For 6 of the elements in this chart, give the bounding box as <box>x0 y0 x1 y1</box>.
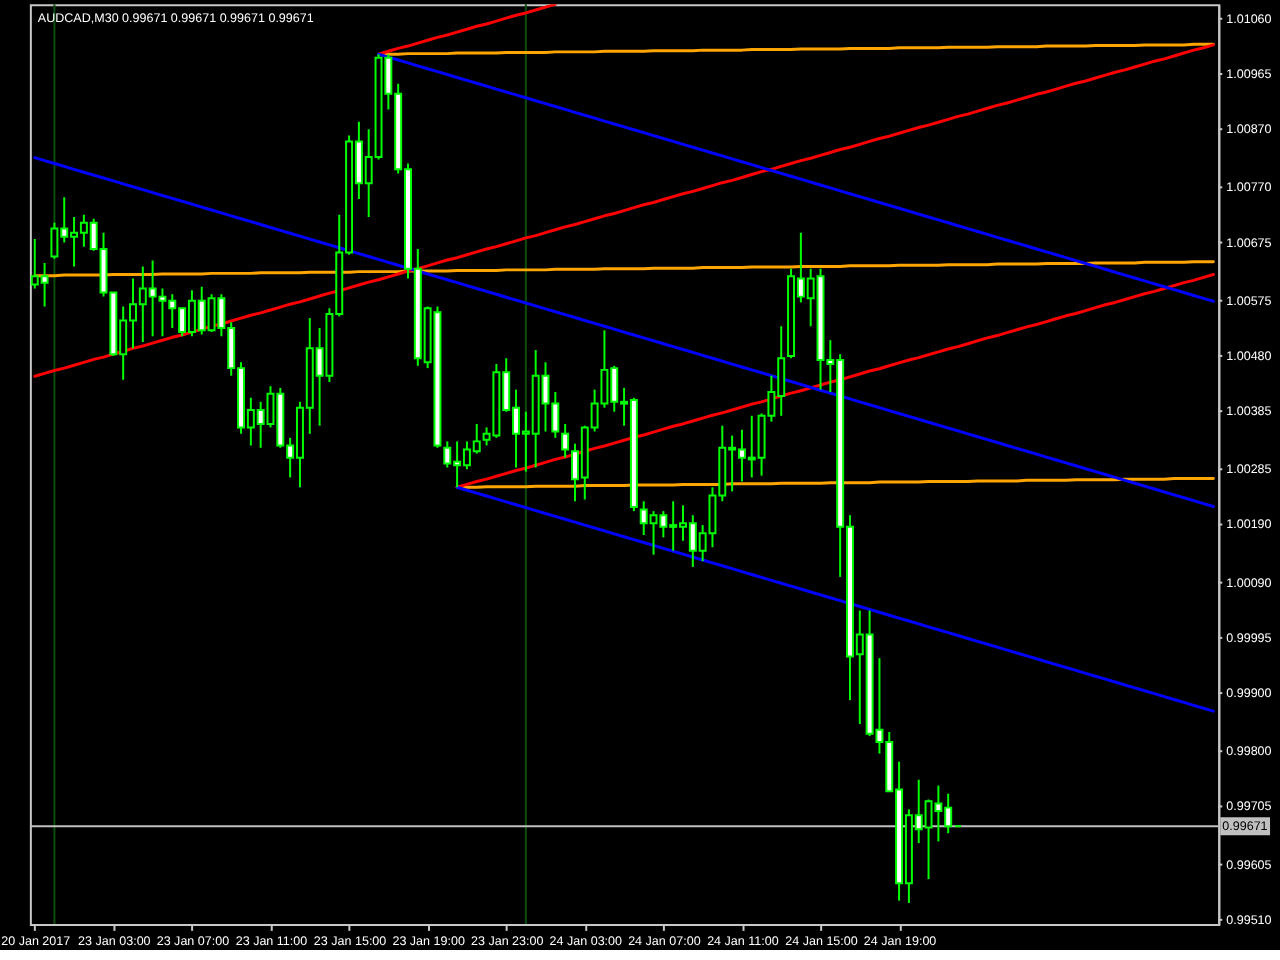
line-series <box>377 52 1215 303</box>
line-series <box>455 273 1215 489</box>
line-series <box>33 156 1215 508</box>
line-series <box>455 485 1215 713</box>
line-series <box>33 43 1215 378</box>
line-series <box>377 4 557 56</box>
